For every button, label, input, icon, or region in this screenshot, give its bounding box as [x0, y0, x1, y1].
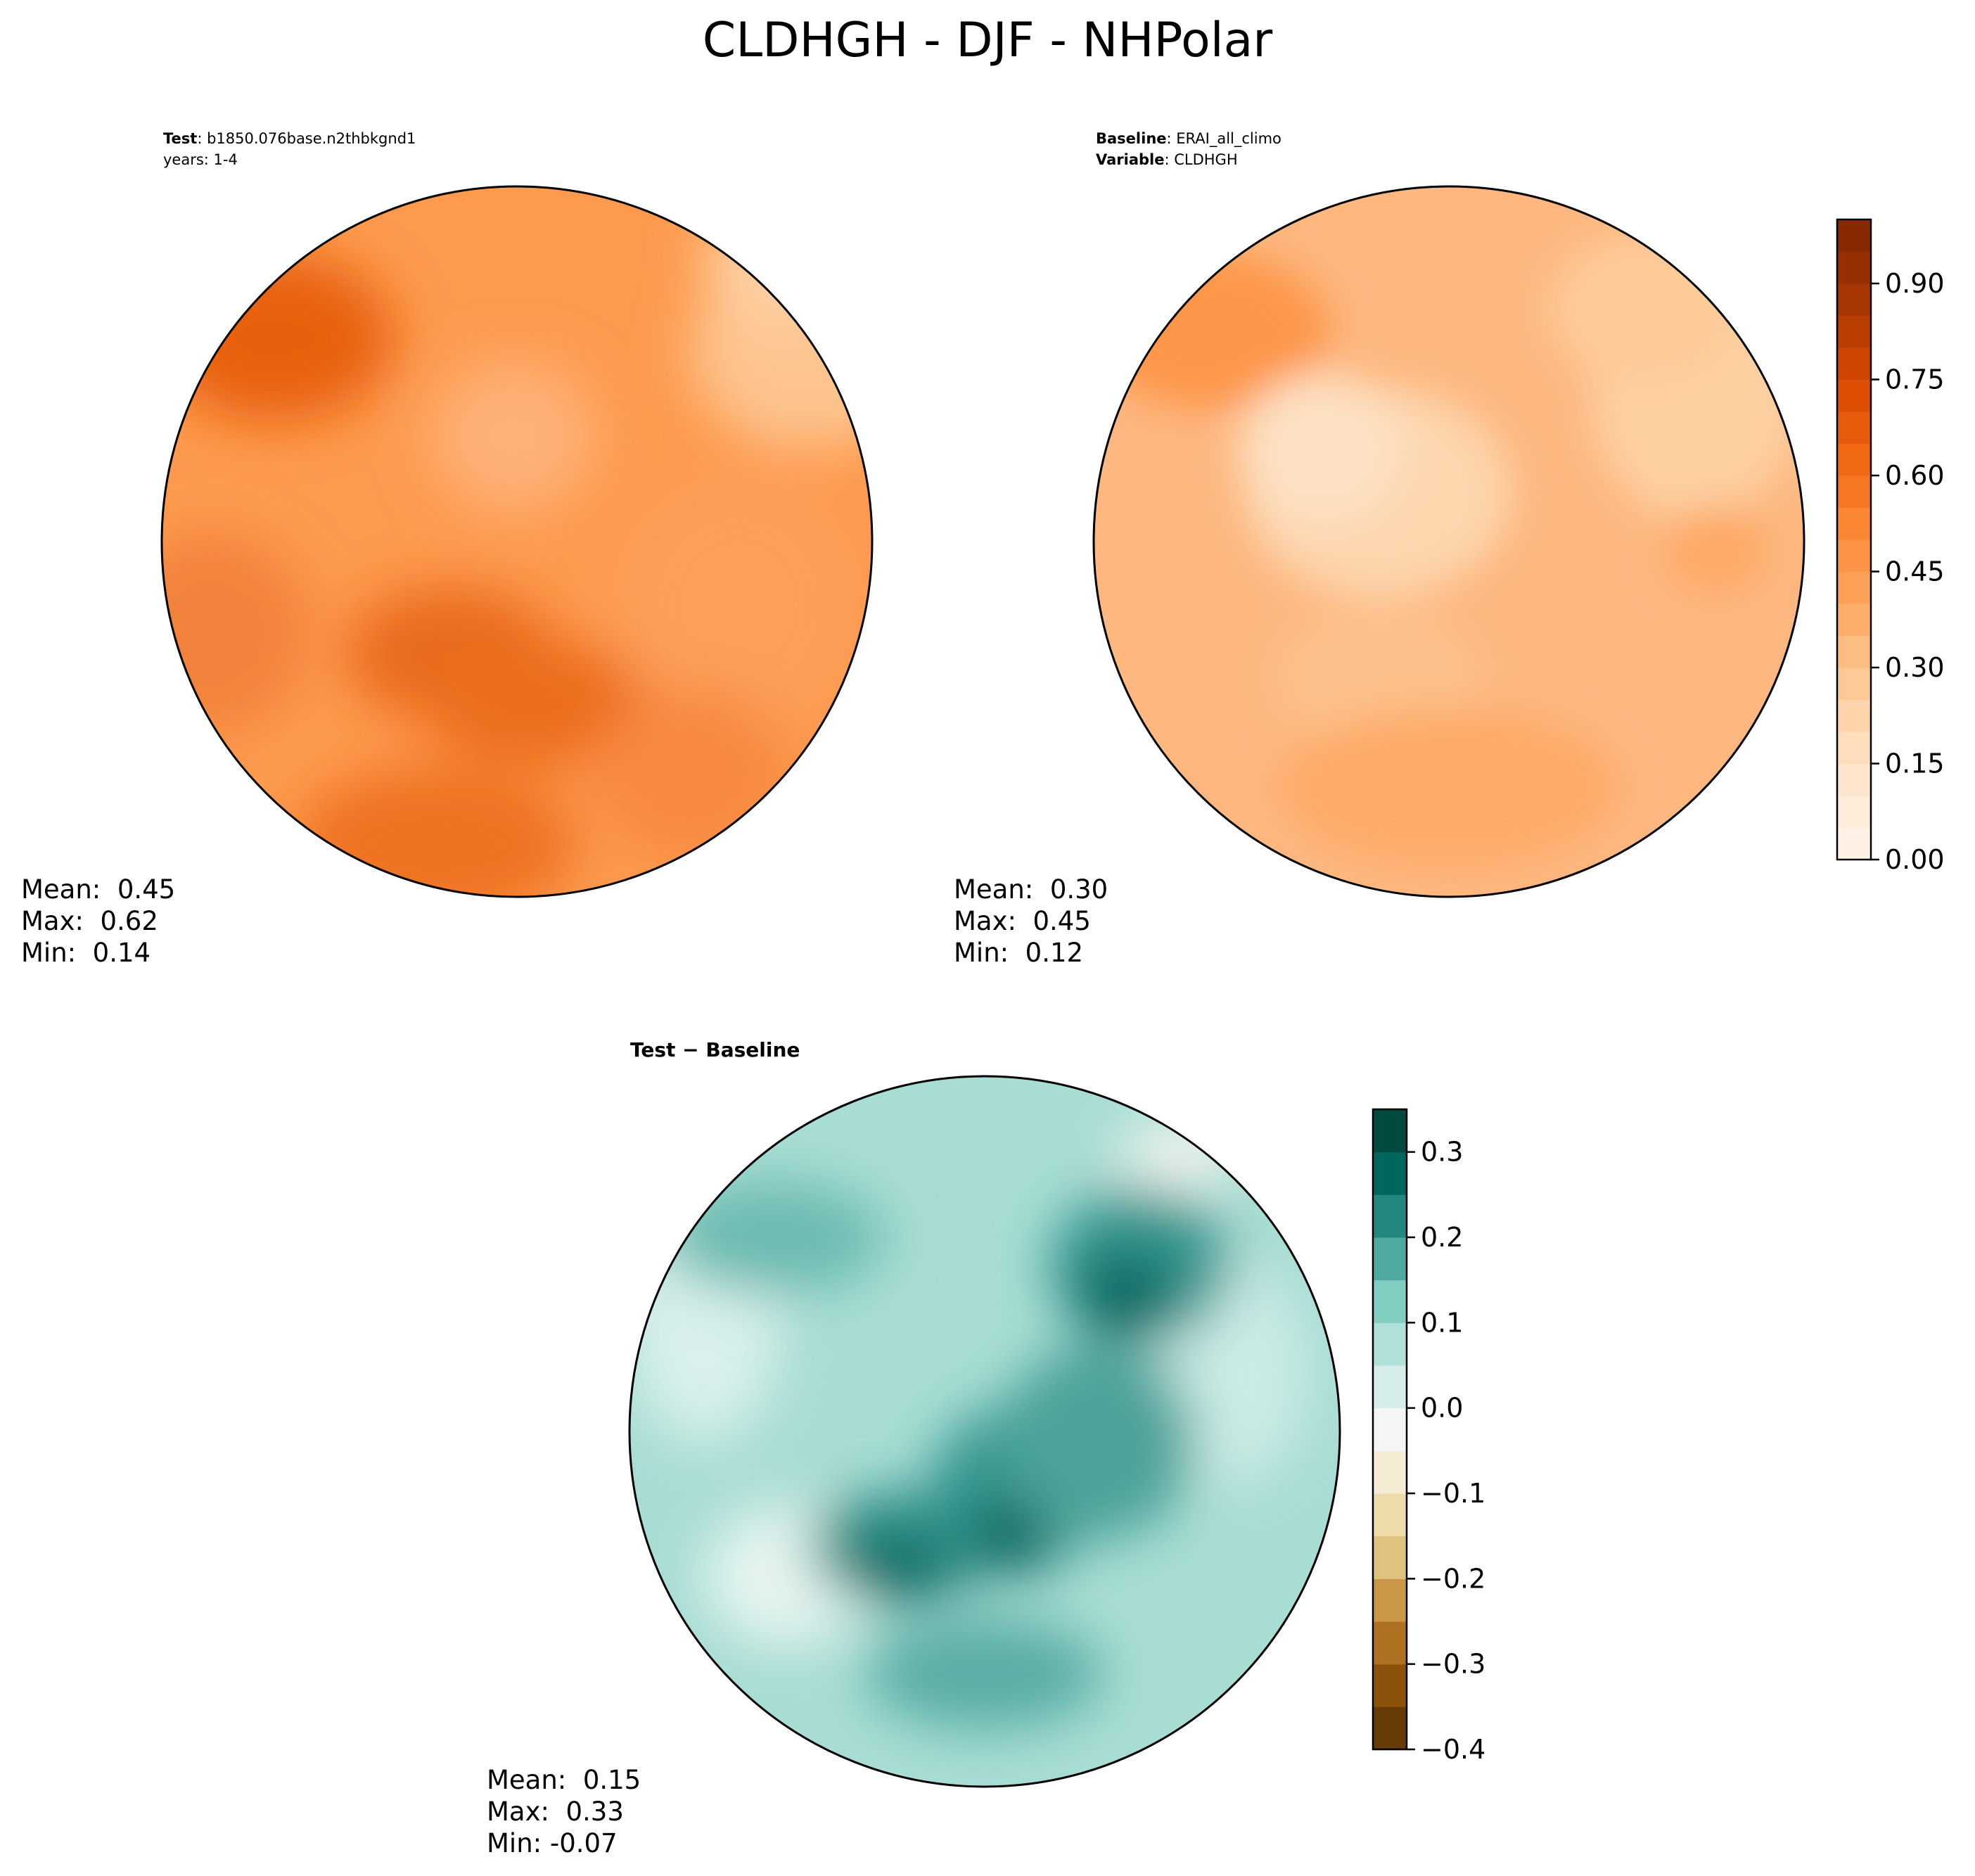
diff-colorbar-tick-label: −0.3 — [1421, 1649, 1485, 1680]
orange-colorbar-level-12 — [1837, 443, 1871, 476]
diff-colorbar-level-1 — [1373, 1664, 1407, 1707]
diff-colorbar-level-8 — [1373, 1365, 1407, 1409]
diff-colorbar-level-3 — [1373, 1578, 1407, 1622]
test-mean-label: Mean: — [21, 874, 101, 905]
orange-colorbar-level-7 — [1837, 604, 1871, 636]
test-max-label: Max: — [21, 906, 84, 936]
diff-colorbar-level-11 — [1373, 1237, 1407, 1281]
orange-colorbar-level-11 — [1837, 476, 1871, 508]
diff-colorbar-tick-label: −0.2 — [1421, 1563, 1485, 1594]
orange-colorbar-level-1 — [1837, 796, 1871, 828]
baseline-header-key: Baseline — [1096, 130, 1167, 147]
diff-mean-value: 0.15 — [582, 1765, 641, 1795]
test-map — [160, 185, 874, 898]
orange-colorbar-level-19 — [1837, 219, 1871, 252]
diff-colorbar-level-2 — [1373, 1621, 1407, 1665]
diff-max-label: Max: — [487, 1797, 549, 1827]
diff-colorbar-tick-label: 0.1 — [1421, 1307, 1463, 1338]
orange-colorbar-level-10 — [1837, 507, 1871, 540]
orange-colorbar-tick-label: 0.15 — [1885, 748, 1945, 779]
orange-colorbar-tick-label: 0.60 — [1885, 460, 1945, 491]
diff-colorbar-tick-label: −0.1 — [1421, 1478, 1485, 1509]
diff-colorbar-level-9 — [1373, 1322, 1407, 1366]
orange-colorbar-level-15 — [1837, 347, 1871, 380]
diff-colorbar-tick-label: 0.2 — [1421, 1222, 1463, 1253]
test-min-label: Min: — [21, 938, 77, 968]
baseline-mean-value: 0.30 — [1049, 874, 1108, 905]
test-header-years: years: 1-4 — [163, 151, 238, 168]
variable-header-value: : CLDHGH — [1164, 151, 1238, 168]
diff-map — [628, 1075, 1341, 1788]
orange-colorbar-tick-label: 0.90 — [1885, 268, 1945, 299]
variable-header-key: Variable — [1096, 151, 1165, 168]
test-header-key: Test — [163, 130, 198, 147]
orange-colorbar-level-0 — [1837, 827, 1871, 860]
test-mean-value: 0.45 — [117, 874, 176, 905]
test-stats: Mean: 0.45 Max: 0.62 Min: 0.14 — [21, 874, 175, 969]
diff-mean-label: Mean: — [487, 1765, 567, 1795]
diff-colorbar-level-6 — [1373, 1450, 1407, 1494]
orange-colorbar-level-2 — [1837, 763, 1871, 796]
test-max-value: 0.62 — [100, 906, 158, 936]
test-panel-header: Test: b1850.076base.n2thbkgnd1 years: 1-… — [163, 128, 416, 170]
orange-colorbar-level-13 — [1837, 411, 1871, 444]
baseline-colorbar: 0.00 0.15 0.30 0.45 0.60 0.75 0.90 — [1836, 218, 1945, 875]
orange-colorbar-level-3 — [1837, 732, 1871, 764]
orange-colorbar-level-4 — [1837, 699, 1871, 732]
orange-colorbar-level-9 — [1837, 540, 1871, 572]
diff-max-value: 0.33 — [565, 1797, 624, 1827]
orange-colorbar-level-17 — [1837, 283, 1871, 316]
orange-colorbar-level-16 — [1837, 315, 1871, 348]
diff-colorbar-frame — [1372, 1108, 1408, 1751]
baseline-min-label: Min: — [954, 938, 1009, 968]
orange-colorbar-frame — [1836, 218, 1872, 861]
diff-colorbar-level-12 — [1373, 1194, 1407, 1238]
orange-colorbar-level-5 — [1837, 668, 1871, 700]
orange-colorbar-level-8 — [1837, 571, 1871, 604]
diff-colorbar-level-4 — [1373, 1536, 1407, 1579]
diff-colorbar-tick-label: 0.0 — [1421, 1393, 1463, 1424]
test-min-value: 0.14 — [92, 938, 151, 968]
orange-colorbar-tick-label: 0.30 — [1885, 652, 1945, 683]
orange-colorbar-tick-label: 0.75 — [1885, 364, 1945, 395]
orange-colorbar-level-14 — [1837, 379, 1871, 412]
orange-colorbar-level-6 — [1837, 635, 1871, 668]
baseline-min-value: 0.12 — [1025, 938, 1084, 968]
diff-min-value: -0.07 — [549, 1828, 618, 1858]
test-header-value: : b1850.076base.n2thbkgnd1 — [197, 130, 416, 147]
baseline-panel-header: Baseline: ERAI_all_climo Variable: CLDHG… — [1096, 128, 1281, 170]
diff-stats: Mean: 0.15 Max: 0.33 Min: -0.07 — [487, 1764, 641, 1859]
diff-colorbar-level-7 — [1373, 1408, 1407, 1451]
diff-colorbar-level-10 — [1373, 1280, 1407, 1323]
baseline-header-value: : ERAI_all_climo — [1166, 130, 1281, 147]
diff-colorbar: −0.4 −0.3 −0.2 −0.1 0.0 0.1 0.2 0.3 — [1372, 1108, 1485, 1765]
diff-min-label: Min: — [487, 1828, 542, 1858]
diff-colorbar-tick-label: 0.3 — [1421, 1137, 1463, 1168]
diff-panel-header: Test − Baseline — [630, 1038, 800, 1061]
baseline-map — [1092, 185, 1805, 898]
baseline-max-value: 0.45 — [1033, 906, 1091, 936]
orange-colorbar-tick-label: 0.00 — [1885, 844, 1945, 875]
figure-title: CLDHGH - DJF - NHPolar — [702, 13, 1273, 68]
diff-colorbar-level-5 — [1373, 1493, 1407, 1537]
diff-colorbar-level-13 — [1373, 1151, 1407, 1195]
baseline-mean-label: Mean: — [954, 874, 1034, 905]
baseline-max-label: Max: — [954, 906, 1016, 936]
baseline-stats: Mean: 0.30 Max: 0.45 Min: 0.12 — [954, 874, 1108, 969]
diff-colorbar-tick-label: −0.4 — [1421, 1734, 1485, 1765]
diff-colorbar-level-0 — [1373, 1706, 1407, 1750]
orange-colorbar-tick-label: 0.45 — [1885, 556, 1945, 587]
orange-colorbar-level-18 — [1837, 251, 1871, 284]
diff-colorbar-level-14 — [1373, 1109, 1407, 1153]
